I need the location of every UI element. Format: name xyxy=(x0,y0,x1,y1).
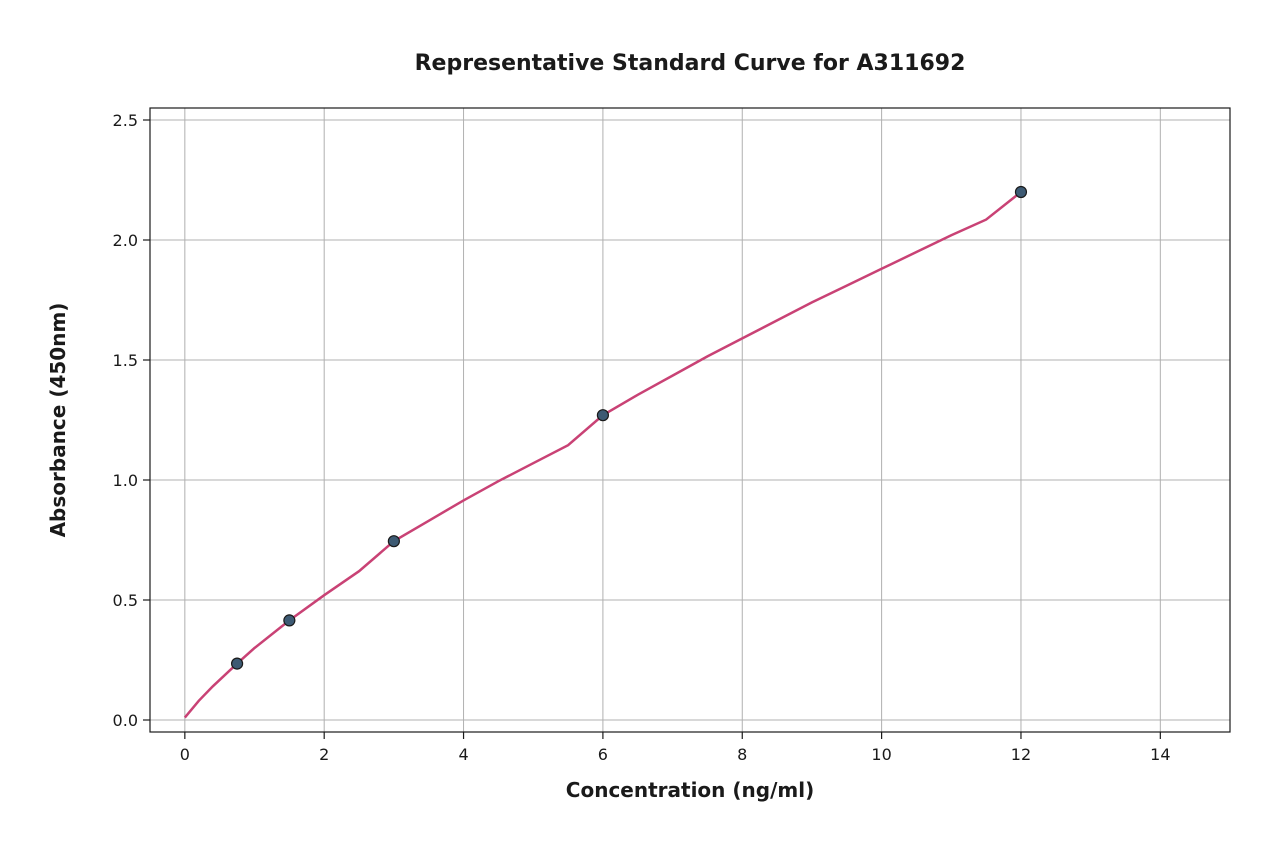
x-tick-label: 10 xyxy=(871,745,891,764)
chart-title: Representative Standard Curve for A31169… xyxy=(415,51,966,76)
data-point-marker xyxy=(232,658,243,669)
x-tick-label: 8 xyxy=(737,745,747,764)
x-tick-label: 2 xyxy=(319,745,329,764)
data-point-marker xyxy=(284,615,295,626)
y-tick-label: 0.5 xyxy=(113,591,138,610)
y-tick-label: 2.5 xyxy=(113,111,138,130)
chart-container: 0 2 4 6 8 10 12 14 0.0 0.5 1.0 1.5 2.0 2.5 Representat… xyxy=(0,0,1280,845)
data-point-marker xyxy=(388,536,399,547)
data-point-marker xyxy=(1015,187,1026,198)
y-axis-label: Absorbance (450nm) xyxy=(46,303,70,538)
x-tick-label: 4 xyxy=(458,745,468,764)
x-tick-label: 6 xyxy=(598,745,608,764)
y-tick-label: 1.5 xyxy=(113,351,138,370)
plot-border xyxy=(150,108,1230,732)
standard-curve-chart: 0 2 4 6 8 10 12 14 0.0 0.5 1.0 1.5 2.0 2.5 Representat… xyxy=(0,0,1280,845)
data-point-marker xyxy=(597,410,608,421)
x-axis-label: Concentration (ng/ml) xyxy=(566,778,814,802)
x-tick-label: 14 xyxy=(1150,745,1170,764)
x-tick-label: 12 xyxy=(1011,745,1031,764)
x-tick-label: 0 xyxy=(180,745,190,764)
y-tick-label: 2.0 xyxy=(113,231,138,250)
y-tick-label: 0.0 xyxy=(113,711,138,730)
y-tick-label: 1.0 xyxy=(113,471,138,490)
